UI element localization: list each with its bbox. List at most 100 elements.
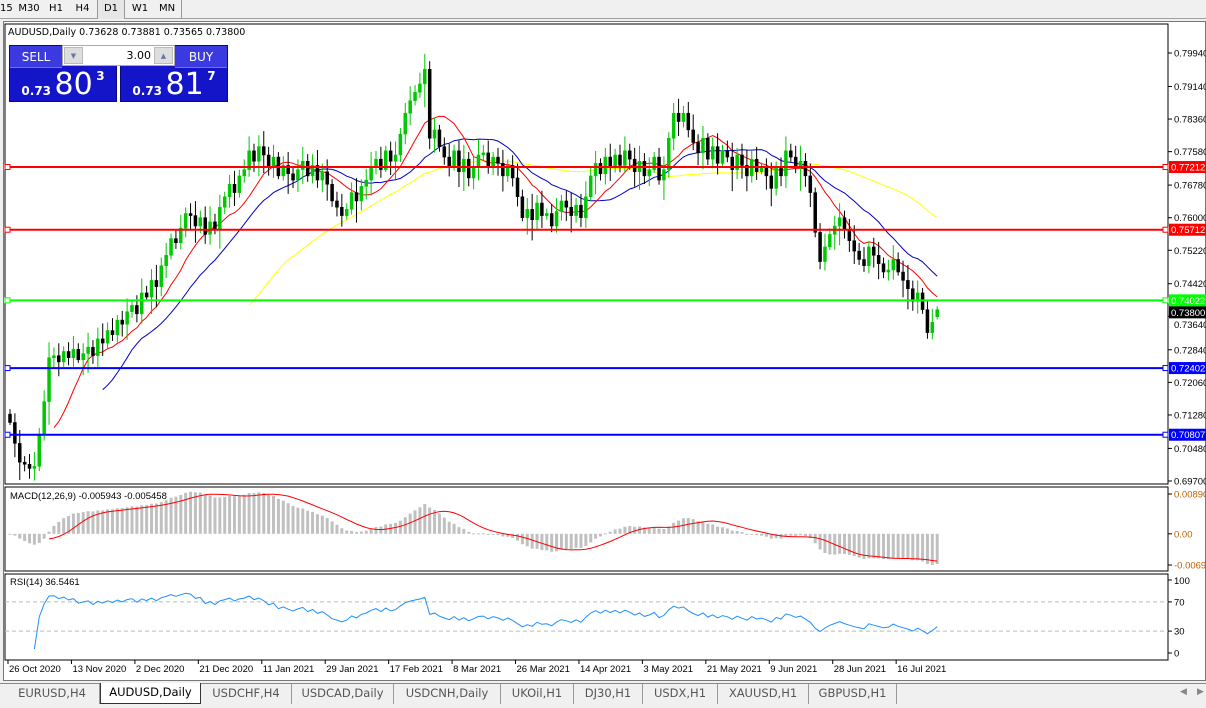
- date-axis-label: 26 Mar 2021: [517, 664, 570, 675]
- chart-tab[interactable]: USDCHF,H4: [201, 684, 292, 704]
- candle-body: [310, 165, 315, 177]
- buy-price-main: 81: [165, 67, 204, 102]
- chart-tab[interactable]: USDCNH,Daily: [394, 684, 501, 704]
- chart-tab[interactable]: AUDUSD,Daily: [100, 683, 201, 704]
- macd-histogram-bar: [730, 530, 734, 534]
- candle-body: [22, 461, 27, 465]
- candle-body: [525, 209, 530, 218]
- timeframe-H4[interactable]: H4: [75, 3, 90, 14]
- candle-body: [140, 292, 144, 315]
- candle-body: [227, 183, 232, 198]
- candle-body: [813, 192, 817, 233]
- line-anchor-left: [4, 365, 11, 372]
- candle-body: [57, 355, 61, 363]
- scroll-right-icon[interactable]: ▶: [1197, 687, 1204, 697]
- candle-body: [579, 204, 583, 218]
- macd-axis-label: 0.00890: [1174, 490, 1206, 501]
- macd-histogram-bar: [925, 533, 929, 565]
- timeframe-D1[interactable]: D1: [97, 0, 125, 19]
- macd-histogram-bar: [882, 533, 886, 560]
- candle-body: [598, 163, 603, 175]
- current-price-label: 0.73800: [1171, 308, 1205, 319]
- macd-histogram-bar: [618, 528, 622, 534]
- timeframe-W1[interactable]: W1: [131, 3, 149, 14]
- macd-histogram-bar: [125, 507, 129, 534]
- chart-tab[interactable]: USDCAD,Daily: [292, 684, 394, 704]
- macd-histogram-bar: [433, 510, 437, 534]
- chart-tab[interactable]: DJ30,H1: [574, 684, 643, 704]
- macd-histogram-bar: [784, 533, 788, 537]
- candle-body: [842, 217, 847, 231]
- sell-price-pip: 3: [96, 69, 105, 83]
- macd-histogram-bar: [447, 521, 451, 534]
- macd-histogram-bar: [872, 533, 876, 559]
- candle-body: [657, 156, 661, 181]
- timeframe-15[interactable]: 15: [0, 3, 13, 14]
- macd-histogram-bar: [550, 533, 554, 552]
- candle-body: [784, 150, 788, 177]
- macd-histogram-bar: [672, 522, 676, 534]
- candle-body: [471, 167, 476, 179]
- lot-decrease-button[interactable]: ▼: [64, 47, 83, 64]
- macd-histogram-bar: [725, 528, 729, 534]
- macd-histogram-bar: [511, 533, 515, 539]
- candle-body: [232, 183, 237, 193]
- timeframe-H1[interactable]: H1: [49, 3, 63, 14]
- price-tag: [1169, 294, 1206, 307]
- scroll-left-icon[interactable]: ◀: [1180, 687, 1187, 697]
- macd-histogram-bar: [96, 510, 100, 534]
- macd-histogram-bar: [140, 505, 144, 534]
- timeframe-MN[interactable]: MN: [158, 3, 176, 14]
- candle-body: [549, 213, 554, 227]
- macd-histogram-bar: [828, 533, 832, 555]
- macd-histogram-bar: [110, 509, 114, 534]
- candle-body: [569, 206, 573, 216]
- candle-body: [242, 169, 246, 177]
- macd-histogram-bar: [745, 533, 749, 535]
- price-axis-label: 0.76780: [1174, 181, 1206, 192]
- macd-histogram-bar: [232, 496, 236, 534]
- candle-body: [720, 150, 725, 164]
- candle-body: [52, 355, 56, 358]
- macd-histogram-bar: [345, 530, 349, 534]
- candle-body: [740, 154, 744, 166]
- macd-axis-label: -0.00697: [1174, 561, 1206, 572]
- macd-histogram-bar: [623, 526, 627, 534]
- candle-body: [520, 196, 525, 218]
- candle-body: [110, 330, 115, 335]
- chart-tab[interactable]: EURUSD,H4: [5, 684, 100, 704]
- chart-tab[interactable]: GBPUSD,H1: [809, 684, 897, 704]
- candle-body: [774, 167, 778, 189]
- macd-histogram-bar: [47, 531, 51, 534]
- candle-body: [891, 259, 896, 271]
- candle-body: [925, 309, 930, 333]
- candle-body: [164, 255, 168, 266]
- candle-body: [535, 202, 539, 221]
- candle-body: [779, 167, 783, 177]
- macd-histogram-bar: [291, 506, 295, 534]
- macd-histogram-bar: [52, 525, 56, 534]
- sell-price: 0.73 80 3: [10, 69, 116, 103]
- macd-histogram-bar: [842, 533, 846, 555]
- macd-histogram-bar: [701, 521, 705, 534]
- macd-histogram-bar: [364, 530, 368, 534]
- chart-tab[interactable]: USDX,H1: [643, 684, 718, 704]
- chart-tab[interactable]: XAUUSD,H1: [718, 684, 809, 704]
- chart-tab[interactable]: UKOil,H1: [501, 684, 574, 704]
- candle-body: [208, 221, 212, 235]
- timeframe-M30[interactable]: M30: [18, 3, 40, 14]
- macd-histogram-bar: [120, 508, 124, 534]
- candle-body: [896, 259, 900, 273]
- date-axis-label: 26 Oct 2020: [9, 664, 61, 675]
- macd-histogram-bar: [481, 533, 485, 535]
- lot-increase-button[interactable]: ▲: [154, 47, 173, 64]
- macd-histogram-bar: [296, 507, 300, 534]
- candle-body: [398, 133, 403, 156]
- candle-body: [325, 171, 329, 185]
- candle-body: [203, 217, 207, 235]
- macd-histogram-bar: [174, 496, 178, 534]
- candle-body: [789, 150, 793, 158]
- candle-body: [335, 200, 339, 208]
- lot-size-input[interactable]: [84, 46, 154, 65]
- chart-canvas[interactable]: 0.79940 0.79140 0.78360 0.77580 0.77212 0.767…: [0, 0, 1206, 684]
